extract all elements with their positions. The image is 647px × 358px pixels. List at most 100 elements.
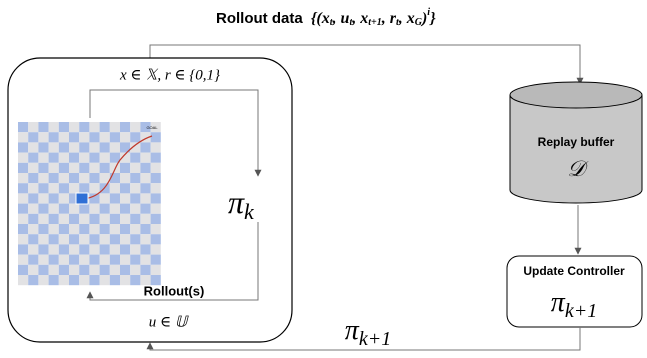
board-cell	[79, 173, 89, 183]
board-cell	[59, 122, 69, 132]
board-cell	[49, 224, 59, 234]
board-cell	[140, 153, 150, 163]
board-cell	[59, 265, 69, 275]
board-cell	[89, 153, 99, 163]
board-cell	[89, 122, 99, 132]
board-cell	[130, 193, 140, 203]
board-cell	[89, 183, 99, 193]
board-cell	[49, 122, 59, 132]
board-cell	[49, 173, 59, 183]
board-cell	[100, 163, 110, 173]
board-cell	[130, 132, 140, 142]
board-cell	[100, 265, 110, 275]
board-cell	[130, 234, 140, 244]
board-cell	[130, 153, 140, 163]
board-cell	[69, 214, 79, 224]
board-cell	[28, 244, 38, 254]
board-cell	[120, 255, 130, 265]
board-cell	[110, 214, 120, 224]
board-cell	[100, 255, 110, 265]
board-cell	[100, 244, 110, 254]
board-cell	[28, 163, 38, 173]
board-cell	[59, 275, 69, 285]
board-cell	[100, 142, 110, 152]
board-cell	[38, 234, 48, 244]
board-cell	[18, 163, 28, 173]
board-cell	[89, 173, 99, 183]
board-cell	[38, 244, 48, 254]
board-cell	[18, 224, 28, 234]
board-cell	[79, 224, 89, 234]
board-cell	[89, 255, 99, 265]
board-cell	[100, 132, 110, 142]
board-cell	[79, 265, 89, 275]
board-cell	[18, 234, 28, 244]
board-cell	[28, 153, 38, 163]
board-cell	[49, 193, 59, 203]
feedback-policy: πk+1	[345, 315, 391, 349]
board-cell	[100, 204, 110, 214]
board-cell	[140, 183, 150, 193]
board-cell	[151, 173, 161, 183]
board-cell	[79, 234, 89, 244]
board-cell	[28, 183, 38, 193]
checkerboard	[18, 122, 161, 285]
observation-label: x ∈ 𝕏, r ∈ {0,1}	[119, 67, 220, 83]
board-cell	[120, 163, 130, 173]
board-cell	[151, 234, 161, 244]
board-cell	[120, 132, 130, 142]
board-cell	[130, 224, 140, 234]
board-cell	[140, 193, 150, 203]
board-cell	[28, 275, 38, 285]
board-cell	[130, 265, 140, 275]
board-cell	[140, 163, 150, 173]
board-cell	[18, 275, 28, 285]
board-cell	[100, 275, 110, 285]
board-cell	[110, 193, 120, 203]
board-cell	[18, 173, 28, 183]
board-cell	[140, 255, 150, 265]
board-cell	[130, 244, 140, 254]
board-cell	[38, 275, 48, 285]
board-cell	[79, 275, 89, 285]
board-cell	[120, 214, 130, 224]
board-cell	[140, 265, 150, 275]
board-cell	[69, 244, 79, 254]
update-controller-label: Update Controller	[523, 264, 625, 278]
board-cell	[59, 132, 69, 142]
board-cell	[38, 183, 48, 193]
board-cell	[79, 122, 89, 132]
board-cell	[89, 224, 99, 234]
board-cell	[140, 142, 150, 152]
board-cell	[28, 173, 38, 183]
board-cell	[151, 142, 161, 152]
board-cell	[69, 122, 79, 132]
board-cell	[151, 244, 161, 254]
board-cell	[18, 193, 28, 203]
agent	[76, 193, 88, 204]
board-cell	[151, 163, 161, 173]
board-cell	[69, 173, 79, 183]
board-cell	[28, 224, 38, 234]
board-cell	[49, 265, 59, 275]
board-cell	[49, 132, 59, 142]
board-cell	[89, 275, 99, 285]
replay-buffer-top	[510, 82, 642, 108]
board-cell	[28, 234, 38, 244]
board-cell	[79, 244, 89, 254]
board-cell	[18, 132, 28, 142]
board-cell	[18, 183, 28, 193]
board-cell	[140, 244, 150, 254]
board-cell	[38, 163, 48, 173]
board-cell	[79, 255, 89, 265]
board-cell	[38, 255, 48, 265]
board-cell	[120, 173, 130, 183]
board-cell	[151, 214, 161, 224]
board-cell	[59, 214, 69, 224]
board-cell	[28, 214, 38, 224]
board-cell	[100, 234, 110, 244]
board-cell	[120, 265, 130, 275]
board-cell	[120, 193, 130, 203]
board-cell	[69, 275, 79, 285]
board-cell	[110, 183, 120, 193]
